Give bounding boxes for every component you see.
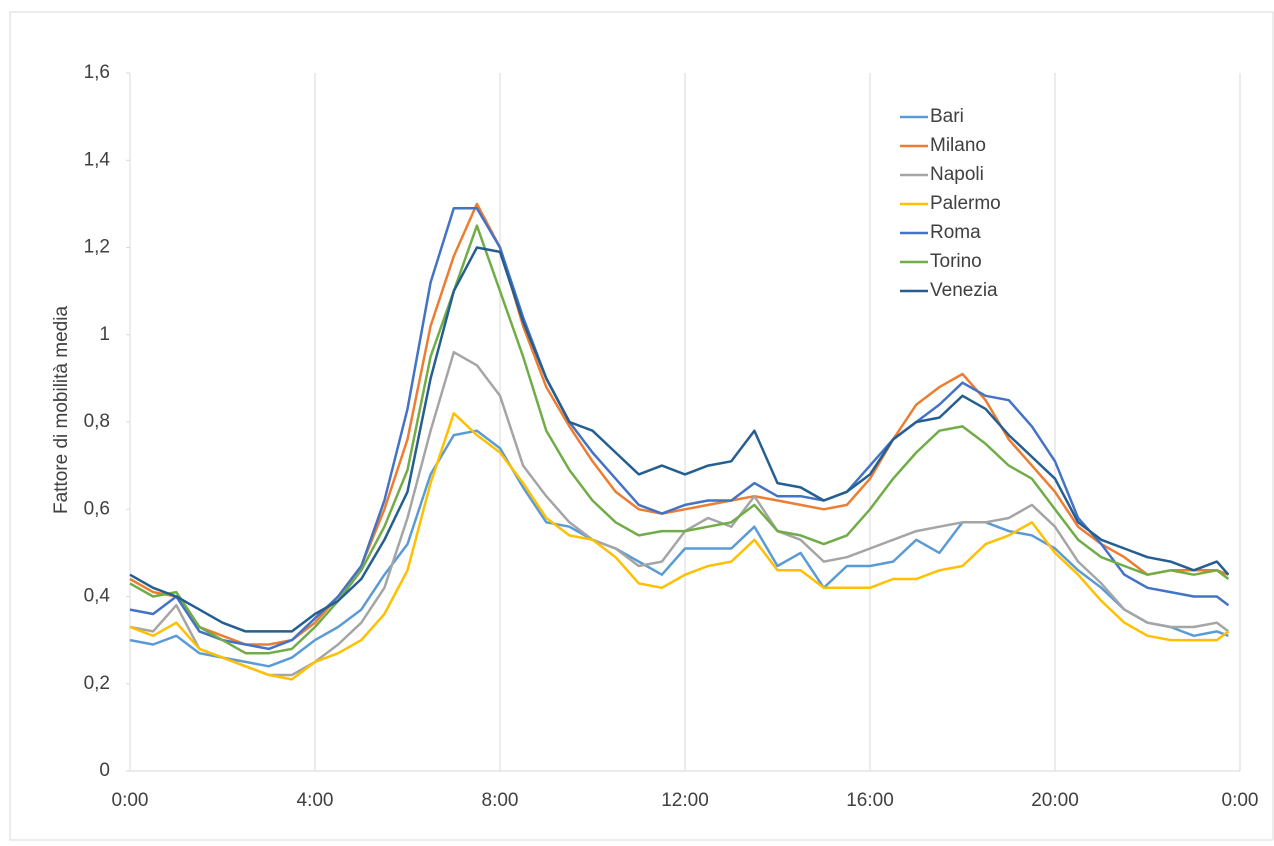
legend-label: Napoli [930, 164, 984, 185]
legend-label: Roma [930, 222, 981, 243]
legend-label: Palermo [930, 193, 1001, 214]
x-tick-label: 12:00 [661, 790, 709, 811]
y-tick-label: 1 [99, 324, 110, 345]
series-line [129, 246, 1230, 633]
x-tick-label: 8:00 [482, 790, 519, 811]
series-line [129, 412, 1230, 681]
series-line [129, 202, 1229, 646]
y-tick-label: 1,6 [84, 62, 110, 83]
y-tick-label: 1,4 [84, 149, 111, 170]
series-line [129, 206, 1230, 651]
x-tick-label: 16:00 [846, 790, 894, 811]
legend-label: Milano [930, 135, 986, 156]
series-line [129, 429, 1229, 668]
x-tick-label: 0:00 [112, 790, 149, 811]
legend-label: Bari [930, 106, 964, 127]
chart-border [9, 11, 1274, 841]
y-tick-label: 0 [99, 760, 110, 781]
y-axis-label: Fattore di mobilità media [51, 306, 72, 514]
x-tick-label: 0:00 [1222, 790, 1259, 811]
x-tick-label: 4:00 [297, 790, 334, 811]
series-line [129, 224, 1230, 655]
y-tick-label: 1,2 [84, 237, 110, 258]
x-tick-label: 20:00 [1031, 790, 1079, 811]
legend-label: Venezia [930, 280, 998, 301]
y-tick-label: 0,8 [84, 411, 110, 432]
legend-label: Torino [930, 251, 982, 272]
y-tick-label: 0,6 [84, 498, 110, 519]
y-tick-label: 0,4 [84, 586, 111, 607]
y-tick-label: 0,2 [84, 673, 110, 694]
